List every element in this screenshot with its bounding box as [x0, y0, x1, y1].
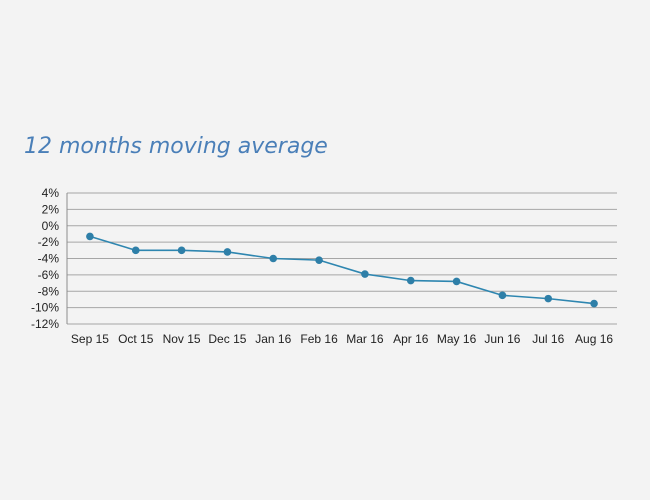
y-tick-label: -10% [31, 301, 59, 315]
x-tick-label: Feb 16 [300, 332, 338, 346]
y-tick-label: -2% [38, 235, 60, 249]
y-tick-label: -4% [38, 252, 60, 266]
y-tick-label: 4% [42, 186, 60, 200]
x-tick-label: Dec 15 [208, 332, 246, 346]
data-point [452, 277, 461, 286]
data-point [223, 248, 232, 256]
x-tick-label: Apr 16 [393, 332, 429, 346]
x-tick-label: Jul 16 [532, 332, 564, 346]
series-line [89, 235, 595, 305]
x-axis-labels: Sep 15 Oct 15 Nov 15 Dec 15 Jan 16 Feb 16 Mar … [71, 332, 614, 346]
x-tick-label: Jun 16 [484, 332, 520, 346]
x-tick-label: Oct 15 [118, 332, 154, 346]
data-point [177, 246, 186, 255]
data-point [86, 232, 94, 241]
x-tick-label: Jan 16 [255, 332, 291, 346]
data-point [315, 256, 323, 264]
x-tick-label: Mar 16 [346, 332, 384, 346]
data-point [269, 254, 278, 263]
data-point [406, 276, 415, 285]
data-points [86, 232, 598, 308]
y-tick-label: 0% [42, 219, 60, 233]
chart-title: 12 months moving average [24, 134, 328, 159]
data-point [544, 294, 553, 303]
y-tick-label: -12% [31, 317, 59, 331]
x-tick-label: May 16 [437, 332, 477, 346]
gridlines [67, 192, 617, 325]
data-point [361, 270, 369, 278]
data-point [498, 291, 507, 300]
y-tick-label: 2% [42, 202, 60, 216]
y-axis-labels: 4% 2% 0% -2% -4% -6% -8% -10% -12% [31, 186, 59, 331]
x-tick-label: Aug 16 [575, 332, 613, 346]
y-tick-label: -6% [38, 268, 60, 282]
y-tick-label: -8% [38, 284, 60, 298]
data-point [590, 299, 598, 308]
x-tick-label: Nov 15 [163, 332, 201, 346]
x-tick-label: Sep 15 [71, 332, 109, 346]
data-point [131, 246, 140, 255]
